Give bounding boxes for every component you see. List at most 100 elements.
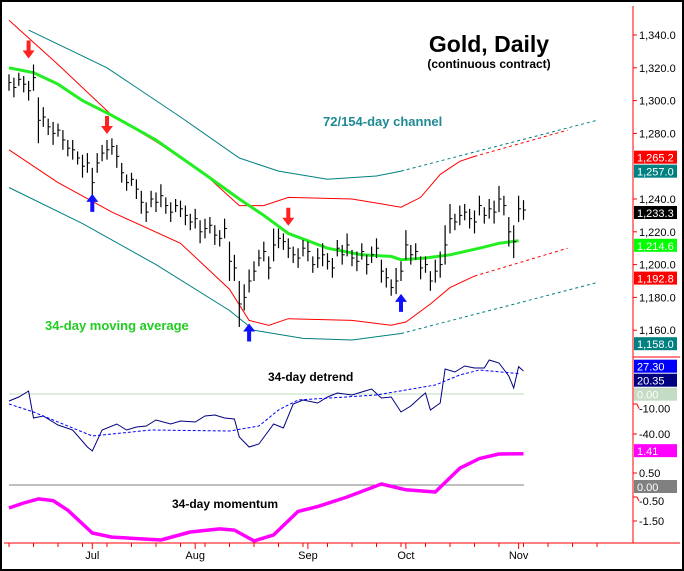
- price-bar: [420, 256, 424, 280]
- price-bar: [434, 259, 438, 283]
- price-bar: [317, 248, 321, 268]
- value-box: [634, 271, 677, 285]
- value-box: [634, 480, 677, 493]
- price-bar: [37, 97, 41, 144]
- price-bar: [326, 253, 330, 270]
- price-bar: [238, 281, 242, 327]
- price-bar: [282, 233, 286, 250]
- price-bar: [18, 72, 22, 86]
- detrend-line: [8, 359, 524, 452]
- value-box-label: 1,192.8: [637, 274, 674, 286]
- value-box: [634, 164, 677, 178]
- price-bar: [277, 228, 281, 249]
- price-bar: [336, 240, 340, 257]
- price-bar: [224, 218, 228, 239]
- chart-title: Gold, Daily: [429, 31, 549, 57]
- momentum-annotation: 34-day momentum: [172, 497, 278, 511]
- y-tick-label: -1.50: [639, 516, 664, 528]
- y-tick-label: -0.50: [639, 496, 664, 508]
- price-bar: [184, 205, 188, 226]
- price-bar: [258, 249, 262, 267]
- value-box-label: 1,158.0: [637, 339, 674, 351]
- price-bar: [170, 202, 174, 222]
- price-bar: [194, 208, 198, 229]
- price-bar: [145, 202, 149, 222]
- y-tick-label: 0.50: [639, 468, 660, 480]
- price-bar: [356, 251, 360, 272]
- price-bar: [473, 210, 477, 234]
- price-bar: [459, 205, 463, 226]
- y-tick-label: -40.00: [639, 429, 670, 441]
- y-tick-label: 1,340.0: [639, 30, 676, 42]
- price-bar: [322, 243, 326, 267]
- y-tick-label: -10.00: [639, 404, 670, 416]
- price-bar: [199, 220, 203, 244]
- price-bar: [312, 256, 316, 273]
- price-bar: [341, 244, 345, 265]
- price-bar: [273, 228, 277, 262]
- price-bar: [140, 190, 144, 214]
- price-bar: [47, 118, 51, 136]
- y-tick-label: 1,320.0: [639, 63, 676, 75]
- price-bar: [28, 80, 32, 101]
- moving-average-line: [8, 66, 519, 262]
- value-box-label: 27.30: [637, 362, 665, 374]
- price-bar: [287, 238, 291, 259]
- blue-up-arrow-icon: [86, 193, 99, 212]
- price-bar: [8, 74, 12, 91]
- price-bar: [52, 121, 56, 145]
- channel-154-upper-line: [28, 29, 402, 180]
- price-bar: [76, 151, 81, 165]
- price-bar: [179, 200, 183, 218]
- value-box: [634, 359, 677, 373]
- price-bar: [42, 107, 46, 127]
- blue-up-arrow-icon: [395, 293, 407, 312]
- price-bar: [346, 233, 350, 257]
- price-bar: [302, 240, 306, 257]
- value-box-label: 1,265.2: [637, 153, 674, 165]
- price-bar: [150, 190, 154, 208]
- channel-72-lower-projection: [474, 247, 568, 277]
- value-box-label: 0.00: [637, 390, 658, 402]
- price-bar: [513, 225, 517, 259]
- price-bar: [243, 284, 247, 311]
- channel-annotation: 72/154-day channel: [323, 114, 442, 129]
- price-bar: [415, 243, 419, 260]
- price-bar: [439, 251, 443, 278]
- price-bar: [111, 138, 115, 155]
- price-bar: [385, 267, 389, 288]
- price-bar: [410, 244, 414, 265]
- y-tick-label: 1,220.0: [639, 227, 676, 239]
- y-tick-leader: [636, 403, 640, 409]
- price-bar: [361, 243, 365, 260]
- price-bar: [405, 230, 409, 260]
- price-bar: [121, 162, 125, 183]
- value-box: [634, 373, 677, 387]
- blue-up-arrow-icon: [243, 323, 256, 342]
- channel-154-lower-projection: [400, 282, 598, 334]
- price-bar: [351, 249, 355, 267]
- price-bar: [67, 139, 71, 157]
- chart-subtitle: (continuous contract): [427, 57, 550, 71]
- price-bar: [503, 195, 507, 216]
- price-bar: [508, 217, 512, 247]
- y-tick-label: 1,240.0: [639, 194, 676, 206]
- x-tick-label: Oct: [397, 550, 414, 562]
- value-box: [634, 150, 677, 164]
- price-bar: [366, 254, 370, 275]
- price-bar: [175, 199, 179, 213]
- price-bar: [228, 241, 232, 281]
- price-bar: [263, 241, 267, 262]
- momentum-line: [8, 452, 524, 543]
- price-bar: [424, 256, 428, 273]
- price-bar: [469, 208, 473, 229]
- price-bar: [331, 258, 335, 278]
- price-bar: [478, 195, 482, 216]
- y-tick-label: 1,300.0: [639, 96, 676, 108]
- value-box-label: 1,233.3: [637, 208, 674, 220]
- value-box-label: 1,214.6: [637, 241, 674, 253]
- value-box-label: 1.41: [637, 446, 658, 458]
- channel-72-lower-line: [8, 149, 475, 326]
- price-bar: [307, 241, 311, 262]
